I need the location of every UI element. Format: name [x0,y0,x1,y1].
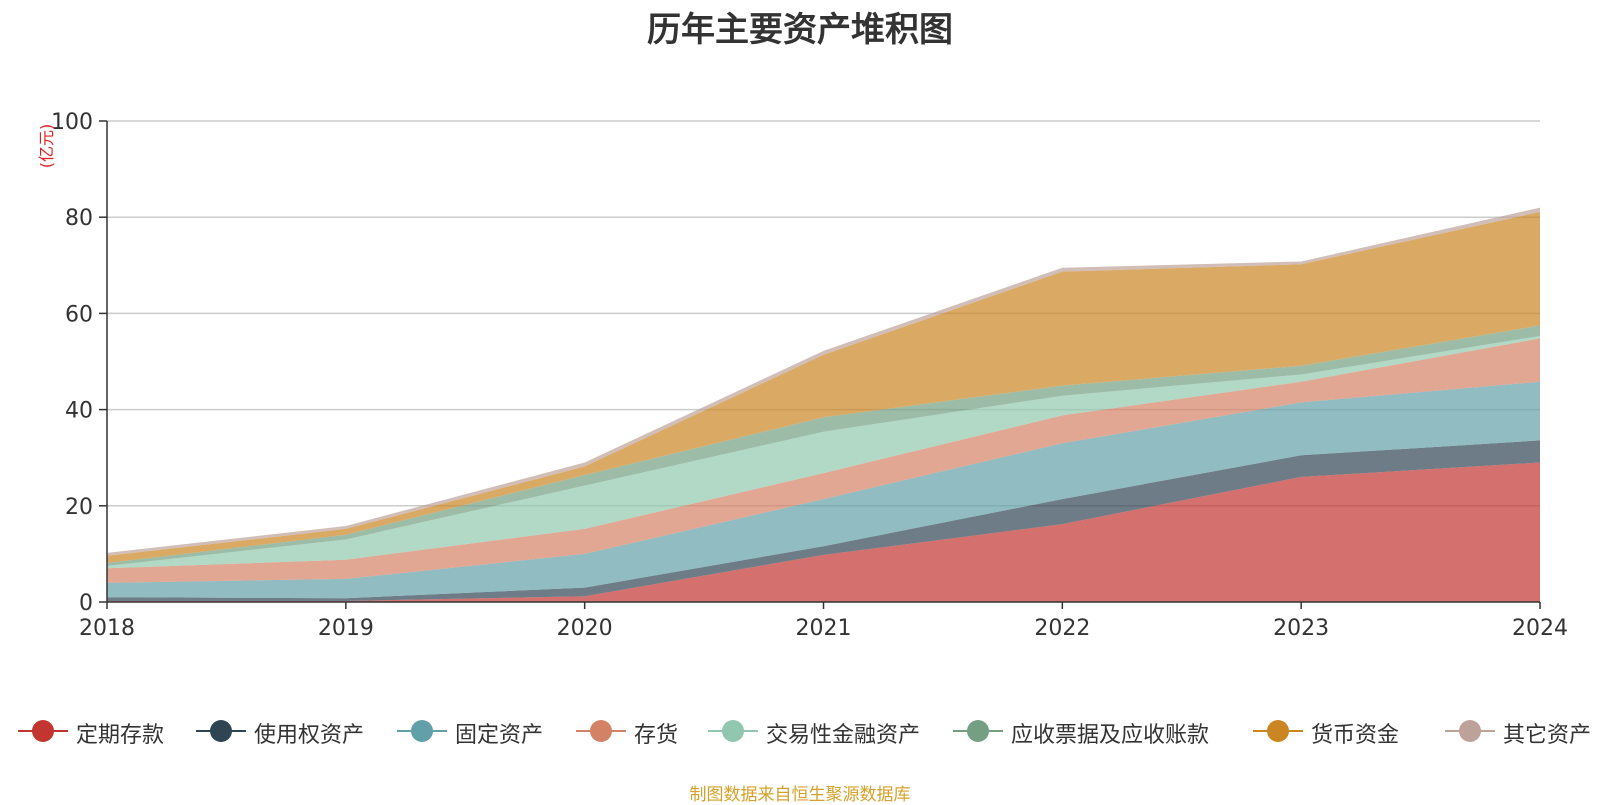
area-series [107,336,1540,569]
legend-marker [967,720,989,742]
area-series [107,211,1540,563]
legend-marker [1459,720,1481,742]
x-tick-label: 2019 [318,616,374,641]
x-tick-label: 2018 [79,616,135,641]
legend-label: 定期存款 [76,723,165,748]
legend-marker [590,720,612,742]
y-tick-label: 40 [65,399,93,424]
y-tick-label: 80 [65,206,93,231]
legend-label: 使用权资产 [254,723,365,748]
x-tick-label: 2023 [1273,616,1329,641]
y-tick-label: 0 [79,591,93,616]
legend-marker [1267,720,1289,742]
chart-legend: 定期存款 使用权资产 固定资产 存货 交易性金融资产 应收票据及应收账款 货币资金 其它资产 [0,716,1600,748]
legend-label: 货币资金 [1311,723,1400,748]
x-tick-label: 2020 [557,616,613,641]
legend-marker [411,720,433,742]
x-tick-label: 2021 [796,616,852,641]
x-tick-label: 2022 [1034,616,1090,641]
legend-label: 固定资产 [455,723,544,748]
area-series [107,440,1540,601]
legend-label: 其它资产 [1503,723,1592,748]
x-tick-label: 2024 [1512,616,1568,641]
y-tick-label: 100 [51,110,93,135]
y-tick-label: 20 [65,495,93,520]
legend-marker [32,720,54,742]
legend-label: 交易性金融资产 [766,723,921,748]
y-tick-label: 60 [65,302,93,327]
area-series [107,462,1540,602]
source-note: 制图数据来自恒生聚源数据库 [689,785,911,805]
area-series [107,325,1540,566]
legend-marker [722,720,744,742]
y-axis-label: (亿元) [37,124,56,169]
area-series [107,381,1540,599]
legend-marker [210,720,232,742]
area-series [107,207,1540,556]
area-series [107,338,1540,583]
chart-title: 历年主要资产堆积图 [647,10,953,50]
legend-label: 存货 [634,723,679,748]
legend-label: 应收票据及应收账款 [1011,723,1210,748]
